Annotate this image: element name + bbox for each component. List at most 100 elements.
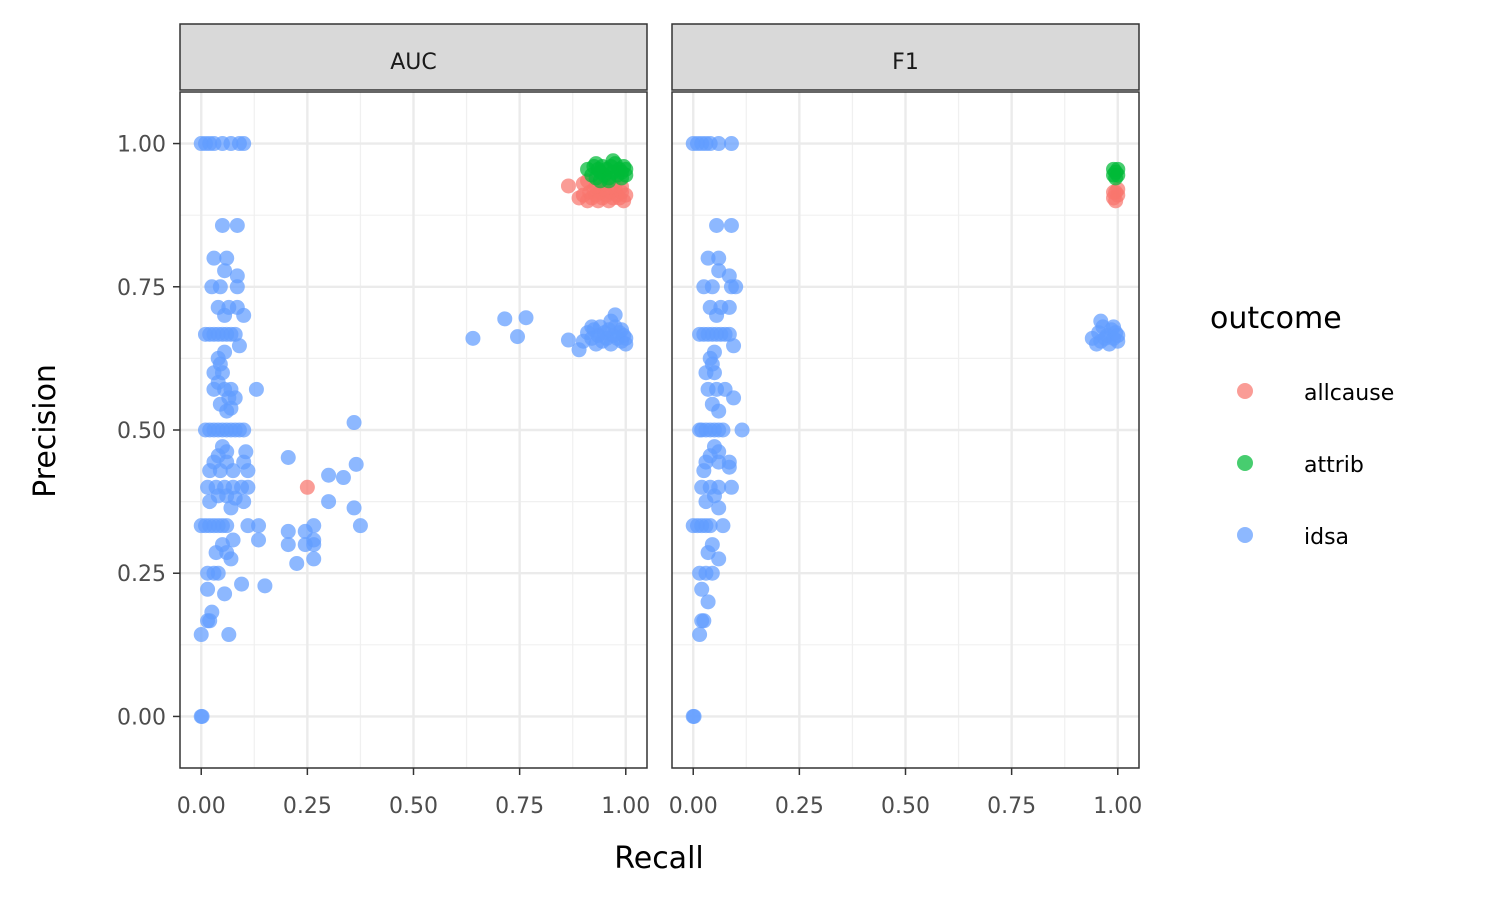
legend: outcome allcause attrib idsa [1210,301,1394,550]
data-point [248,381,264,397]
strip-box [179,23,648,91]
data-point [715,518,731,534]
data-point [704,565,720,581]
data-point [229,268,245,284]
data-point [465,330,481,346]
data-point [321,467,337,483]
data-point [700,594,716,610]
data-point [592,173,608,189]
data-point [728,279,744,295]
data-point [715,422,731,438]
legend-entry-allcause: allcause [1237,381,1394,406]
data-point [1110,327,1126,343]
y-axis-title: Precision [28,364,63,498]
data-point [221,627,237,643]
data-point [193,627,209,643]
data-point [709,217,725,233]
legend-key [1237,527,1253,543]
y-tick-label: 0.75 [117,276,166,301]
data-point [306,532,322,548]
series-attrib [1106,161,1126,186]
data-point [1106,184,1122,200]
data-point [352,518,368,534]
data-point [1093,313,1109,329]
x-tick-label: 0.25 [775,794,824,819]
data-point [225,463,241,479]
data-point [206,250,222,266]
data-point [200,581,216,597]
data-point [229,217,245,233]
data-point [202,613,218,629]
data-point [588,156,604,172]
x-tick-label: 0.75 [987,794,1036,819]
data-point [280,537,296,553]
data-point [299,479,315,495]
data-point [721,326,737,342]
data-point [212,463,228,479]
data-point [214,217,230,233]
data-point [560,178,576,194]
data-point [236,494,252,510]
data-point [217,586,233,602]
data-point [706,365,722,381]
data-point [605,153,621,169]
data-point [698,494,714,510]
data-point [208,545,224,561]
data-point [219,518,235,534]
data-point [560,332,576,348]
data-point [346,415,362,431]
data-point [510,329,526,345]
data-point [700,250,716,266]
strip-label: AUC [390,50,437,75]
data-point [726,338,742,354]
data-point [704,279,720,295]
data-point [251,518,267,534]
data-point [702,518,718,534]
data-point [734,422,750,438]
series-idsa [685,136,1126,724]
legend-entry-attrib: attrib [1237,453,1364,478]
data-point [280,523,296,539]
data-point [236,307,252,323]
data-point [711,250,727,266]
data-point [694,581,710,597]
legend-label: idsa [1304,525,1349,550]
data-point [227,326,243,342]
data-point [240,463,256,479]
x-tick-label: 0.50 [881,794,930,819]
data-point [346,500,362,516]
data-point [212,279,228,295]
data-point [518,310,534,326]
y-tick-label: 0.25 [117,562,166,587]
data-point [223,551,239,567]
data-point [202,463,218,479]
data-point [584,319,600,335]
data-point [240,479,256,495]
data-point [696,613,712,629]
data-point [229,279,245,295]
x-tick-label: 0.75 [495,794,544,819]
data-point [335,470,351,486]
data-point [696,463,712,479]
data-point [711,500,727,516]
data-point [236,422,252,438]
x-tick-label: 0.25 [283,794,332,819]
panel-auc: AUC 0.00 0.25 0.50 0.75 1.00 0.00 0.25 0.50 0.75 1… [117,23,650,819]
data-point [217,307,233,323]
data-point [711,136,727,152]
data-point [206,565,222,581]
series-idsa [193,136,634,724]
data-point [686,708,702,724]
x-tick-label: 0.00 [669,794,718,819]
legend-label: attrib [1304,453,1364,478]
data-point [692,627,708,643]
y-tick-label: 1.00 [117,133,166,158]
strip-label: F1 [892,50,919,75]
data-point [603,313,619,329]
data-point [723,217,739,233]
data-point [194,708,210,724]
data-point [236,136,252,152]
y-tick-label: 0.00 [117,705,166,730]
data-point [306,518,322,534]
